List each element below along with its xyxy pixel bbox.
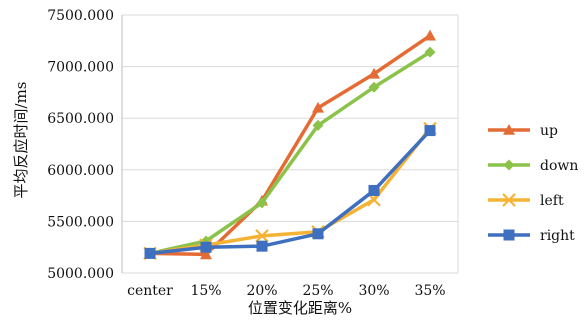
legend-item-right: right bbox=[488, 228, 575, 244]
y-tick-label: 6500.000 bbox=[47, 111, 114, 127]
legend-label-right: right bbox=[540, 228, 575, 244]
data-point-right bbox=[368, 184, 380, 196]
legend-label-down: down bbox=[540, 158, 578, 174]
x-tick-label: 15% bbox=[190, 283, 221, 299]
data-point-down bbox=[368, 81, 380, 93]
gridlines bbox=[122, 14, 458, 274]
y-tick-label: 5500.000 bbox=[47, 214, 114, 230]
legend-item-up: up bbox=[488, 123, 558, 139]
x-axis-title: 位置变化距离% bbox=[248, 299, 352, 317]
x-tick-label: 35% bbox=[414, 283, 445, 299]
data-point-down bbox=[312, 119, 324, 131]
data-point-up bbox=[424, 29, 436, 41]
data-point-right bbox=[424, 125, 436, 137]
data-point-up bbox=[200, 248, 212, 260]
data-point-right bbox=[144, 247, 156, 259]
legend-label-left: left bbox=[540, 193, 564, 209]
axes: 5000.000 5500.000 6000.000 6500.000 7000.000… bbox=[47, 8, 459, 299]
series-up bbox=[144, 29, 436, 260]
data-point-right bbox=[200, 241, 212, 253]
data-point-down bbox=[424, 46, 436, 58]
y-axis-title: 平均反应时间/ms bbox=[12, 82, 30, 199]
legend-label-up: up bbox=[540, 123, 558, 139]
data-point-right bbox=[312, 228, 324, 240]
y-tick-label: 7500.000 bbox=[47, 8, 114, 24]
legend-item-down: down bbox=[488, 158, 578, 174]
data-point-up bbox=[312, 101, 324, 113]
series-line-left bbox=[149, 127, 432, 256]
x-tick-label: center bbox=[127, 283, 173, 299]
series-group bbox=[143, 29, 437, 261]
y-tick-label: 5000.000 bbox=[47, 266, 114, 282]
x-tick-label: 20% bbox=[246, 283, 277, 299]
data-point-down bbox=[256, 197, 268, 209]
series-line-down bbox=[149, 50, 431, 256]
legend-marker-down bbox=[503, 159, 515, 171]
series-right bbox=[144, 125, 436, 259]
legend-marker-right bbox=[503, 229, 515, 241]
series-line-up bbox=[149, 34, 431, 257]
y-tick-label: 6000.000 bbox=[47, 163, 114, 179]
legend: up down left right bbox=[488, 123, 578, 244]
legend-marker-left bbox=[502, 193, 516, 207]
legend-item-left: left bbox=[488, 193, 564, 209]
data-point-up bbox=[368, 67, 380, 79]
x-tick-label: 30% bbox=[358, 283, 389, 299]
data-point-right bbox=[256, 240, 268, 252]
legend-marker-up bbox=[503, 124, 515, 135]
x-tick-label: 25% bbox=[302, 283, 333, 299]
data-point-left bbox=[255, 229, 269, 243]
series-line-right bbox=[149, 129, 432, 256]
y-tick-label: 7000.000 bbox=[47, 60, 114, 76]
